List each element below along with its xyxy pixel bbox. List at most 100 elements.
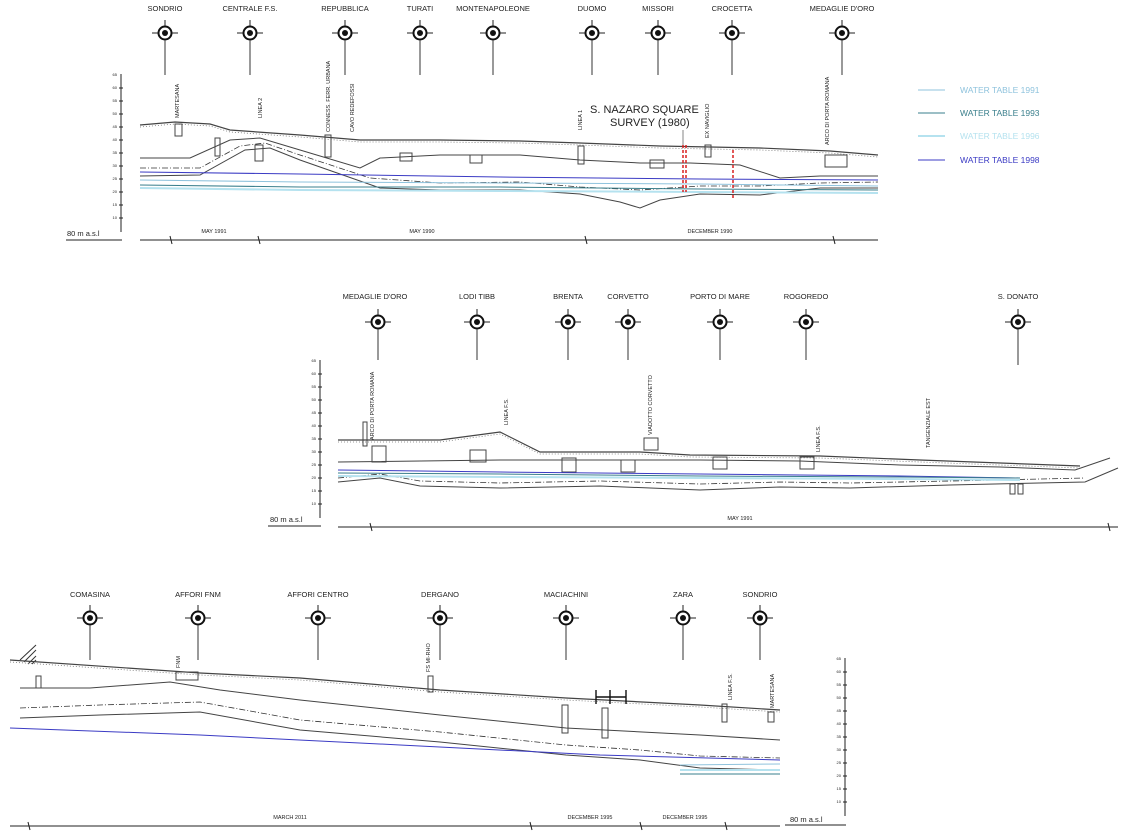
feature-label: EX NAVIGLIO <box>705 103 711 138</box>
station-icon <box>331 19 359 41</box>
elevation-scale-1: 10 15 20 25 30 35 40 45 50 55 60 65 80 m… <box>66 72 123 241</box>
period-label: MAY 1991 <box>201 229 226 235</box>
tunnel-axis <box>337 473 1086 485</box>
tick-label: 15 <box>113 202 118 207</box>
station-label: MONTENAPOLEONE <box>456 4 530 13</box>
feature-label: ARCO DI PORTA ROMANA <box>370 371 376 440</box>
station-label: DUOMO <box>578 4 607 13</box>
tick-label: 50 <box>837 695 842 700</box>
station-icon <box>463 308 491 330</box>
station-icon <box>479 19 507 41</box>
feature-label: CONNESS. FERR. URBANA <box>326 60 332 132</box>
station-label: MISSORI <box>642 4 674 13</box>
tick-label: 50 <box>312 397 317 402</box>
station-icon <box>669 604 697 626</box>
water-table-1991 <box>679 763 781 766</box>
ground-line <box>9 659 781 711</box>
tick-label: 40 <box>837 721 842 726</box>
period-bar-3: MARCH 2011 DECEMBER 1995 DECEMBER 1995 <box>10 815 780 831</box>
station-icon <box>828 19 856 41</box>
tick-label: 30 <box>113 163 118 168</box>
tick-label: 10 <box>837 799 842 804</box>
station-label: MACIACHINI <box>544 590 588 599</box>
tick-label: 65 <box>312 358 317 363</box>
feature-label: FS MI-RHO <box>426 643 432 672</box>
station-label: COMASINA <box>70 590 110 599</box>
feature-label: LINEA 2 <box>258 98 264 118</box>
tunnel-axis <box>19 701 781 759</box>
station-markers-1 <box>151 19 856 75</box>
station-label: BRENTA <box>553 292 583 301</box>
tick-label: 15 <box>312 488 317 493</box>
legend: WATER TABLE 1991 WATER TABLE 1993 WATER … <box>918 85 1040 165</box>
period-label: MAY 1990 <box>409 229 434 235</box>
station-label: PORTO DI MARE <box>690 292 750 301</box>
feature-label: CAVO REDEFOSSI <box>350 83 356 132</box>
water-table-1998 <box>337 469 1021 479</box>
tick-label: 50 <box>113 111 118 116</box>
station-label: AFFORI FNM <box>175 590 221 599</box>
tick-label: 35 <box>113 150 118 155</box>
station-icon <box>236 19 264 41</box>
station-icon <box>364 308 392 330</box>
elevation-scale-2: 10 15 20 25 30 35 40 45 50 55 60 65 80 m… <box>268 358 322 527</box>
ground-line <box>338 431 1081 467</box>
tick-label: 10 <box>312 501 317 506</box>
station-icon <box>644 19 672 41</box>
period-label: MARCH 2011 <box>273 815 307 821</box>
tick-label: 60 <box>113 85 118 90</box>
tick-label: 30 <box>837 747 842 752</box>
station-label: CROCETTA <box>712 4 753 13</box>
scale-label: 80 m a.s.l <box>270 515 303 524</box>
scale-label: 80 m a.s.l <box>67 229 100 238</box>
tick-label: 35 <box>312 436 317 441</box>
period-label: DECEMBER 1995 <box>663 815 708 821</box>
tick-label: 60 <box>312 371 317 376</box>
elevation-scale-3: 10 15 20 25 30 35 40 45 50 55 60 65 80 m… <box>785 656 847 826</box>
tick-label: 25 <box>312 462 317 467</box>
tick-label: 35 <box>837 734 842 739</box>
tick-label: 65 <box>113 72 118 77</box>
station-icon <box>554 308 582 330</box>
tick-label: 55 <box>837 682 842 687</box>
station-boxes-3 <box>35 671 775 739</box>
station-label: MEDAGLIE D'ORO <box>810 4 875 13</box>
tick-label: 40 <box>312 423 317 428</box>
station-label: CORVETTO <box>607 292 649 301</box>
period-label: DECEMBER 1995 <box>568 815 613 821</box>
tick-label: 20 <box>312 475 317 480</box>
station-icon <box>792 308 820 330</box>
period-bar-1: MAY 1991 MAY 1990 DECEMBER 1990 <box>140 229 878 245</box>
tick-label: 25 <box>113 176 118 181</box>
water-table-1993 <box>139 184 879 191</box>
tunnel-bottom <box>337 467 1119 491</box>
tick-label: 65 <box>837 656 842 661</box>
station-label: SONDRIO <box>147 4 182 13</box>
feature-label: MARTESANA <box>175 84 181 118</box>
feature-label: ARCO DI PORTA ROMANA <box>825 76 831 145</box>
profile-2: MEDAGLIE D'ORO LODI TIBB BRENTA CORVETTO… <box>268 292 1119 532</box>
feature-label: FNM <box>176 656 182 668</box>
water-table-1991 <box>139 179 879 187</box>
station-icon <box>1004 308 1032 330</box>
station-icon <box>706 308 734 330</box>
station-icon <box>426 604 454 626</box>
station-icon <box>406 19 434 41</box>
scale-label: 80 m a.s.l <box>790 815 823 824</box>
tick-label: 45 <box>312 410 317 415</box>
station-label: REPUBBLICA <box>321 4 369 13</box>
feature-label: LINEA F.S. <box>728 673 734 700</box>
water-table-1996 <box>139 187 879 194</box>
station-icon <box>552 604 580 626</box>
period-label: DECEMBER 1990 <box>688 229 733 235</box>
tick-label: 45 <box>837 708 842 713</box>
legend-label: WATER TABLE 1991 <box>960 85 1040 95</box>
tunnel-top <box>140 137 878 179</box>
ground-hatch <box>9 661 781 713</box>
tick-label: 10 <box>113 215 118 220</box>
station-label: AFFORI CENTRO <box>287 590 348 599</box>
tick-label: 15 <box>837 786 842 791</box>
bridge-marker <box>595 690 627 704</box>
tunnel-bottom <box>19 711 781 771</box>
